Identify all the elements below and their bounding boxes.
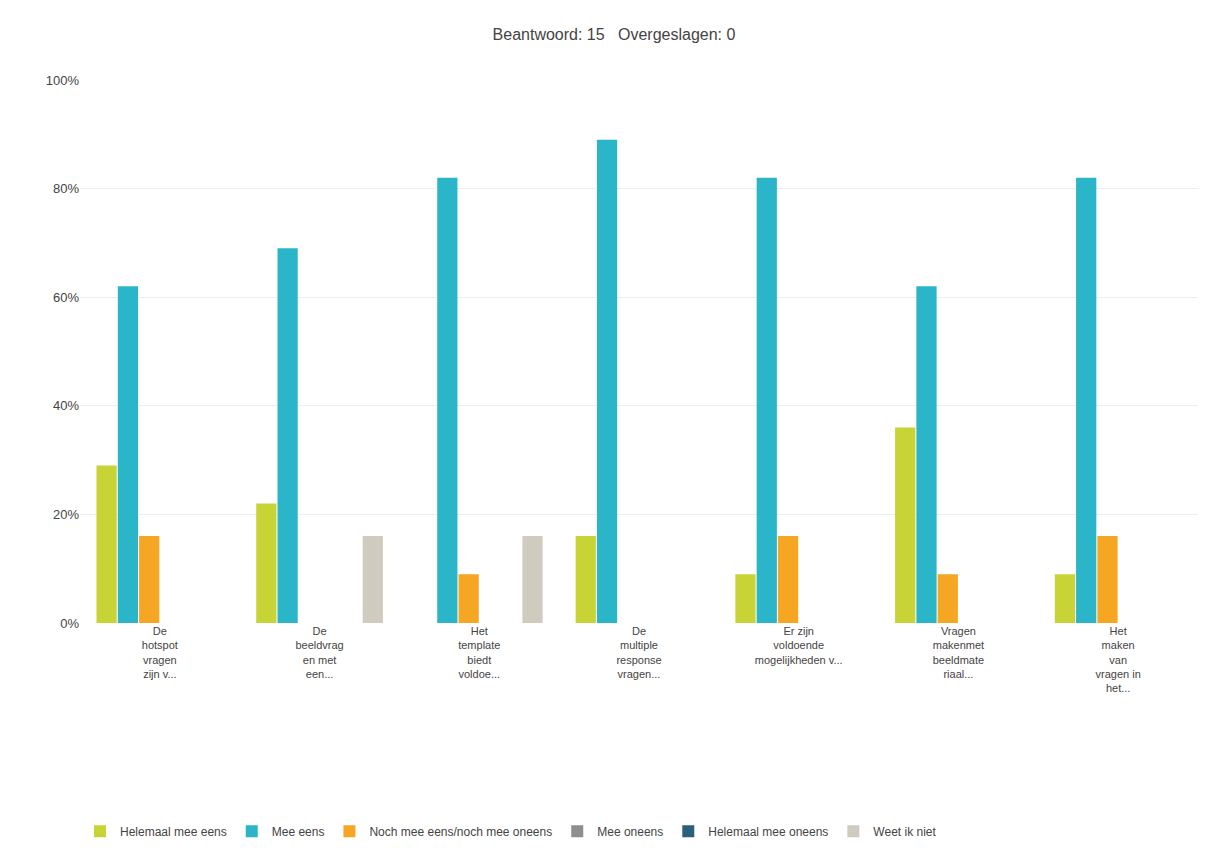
svg-text:20%: 20% [53,507,79,522]
svg-text:Hetmakenvanvragen inhet...: Hetmakenvanvragen inhet... [1096,625,1141,694]
svg-text:40%: 40% [53,398,79,413]
svg-text:0%: 0% [60,616,79,631]
svg-text:60%: 60% [53,290,79,305]
svg-text:100%: 100% [46,73,80,88]
svg-text:Beantwoord: 15 Overgeslagen:: Beantwoord: 15 Overgeslagen: 0 [493,26,736,43]
svg-text:Weet ik niet: Weet ik niet [873,825,936,839]
svg-text:Helemaal mee eens: Helemaal mee eens [120,825,227,839]
svg-text:Vragenmakenmetbeeldmateriaal..: Vragenmakenmetbeeldmateriaal... [933,625,984,680]
svg-text:Hettemplatebiedtvoldoe...: Hettemplatebiedtvoldoe... [458,625,500,680]
svg-text:Dehotspotvragenzijn v...: Dehotspotvragenzijn v... [142,625,178,680]
svg-text:Mee oneens: Mee oneens [597,825,663,839]
svg-text:Helemaal mee oneens: Helemaal mee oneens [708,825,828,839]
svg-text:Mee eens: Mee eens [272,825,325,839]
svg-text:Er zijnvoldoendemogelijkheden: Er zijnvoldoendemogelijkheden v... [755,625,843,666]
svg-text:Noch mee eens/noch mee oneens: Noch mee eens/noch mee oneens [369,825,552,839]
svg-text:80%: 80% [53,181,79,196]
svg-text:Demultipleresponsevragen...: Demultipleresponsevragen... [616,625,661,680]
svg-text:Debeeldvragen meteen...: Debeeldvragen meteen... [295,625,343,680]
